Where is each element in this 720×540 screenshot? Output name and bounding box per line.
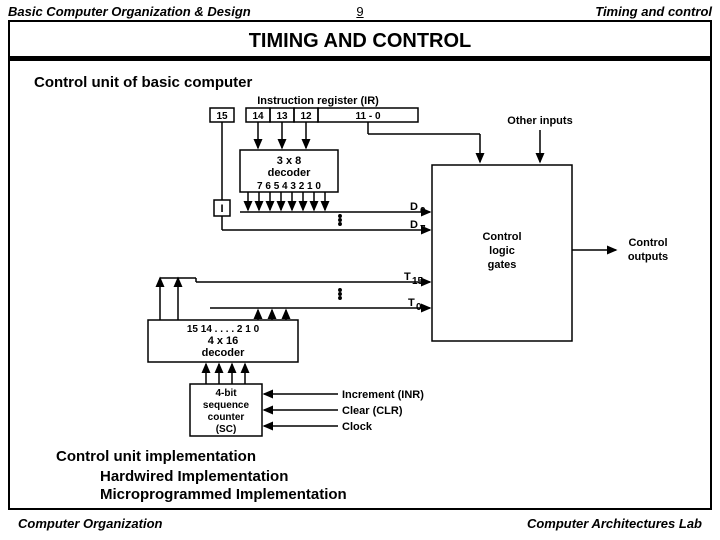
ir-b14: 14 [252, 111, 264, 122]
i-box: I [220, 203, 223, 215]
svg-text:7: 7 [420, 224, 426, 235]
svg-text:T: T [408, 297, 415, 309]
svg-text:gates: gates [488, 259, 517, 271]
svg-text:0: 0 [416, 302, 422, 313]
svg-text:4 x 16: 4 x 16 [208, 335, 239, 347]
ir-label: Instruction register (IR) [257, 95, 379, 107]
svg-text:counter: counter [208, 412, 245, 423]
svg-text:decoder: decoder [202, 347, 246, 359]
diagram-svg: Instruction register (IR) 15 14 13 12 11… [0, 0, 720, 540]
dec38-l2: decoder [268, 167, 312, 179]
svg-text:outputs: outputs [628, 251, 668, 263]
ir-b12: 12 [300, 111, 312, 122]
dec38-bits: 7 6 5 4 3 2 1 0 [257, 181, 321, 192]
sig-clk: Clock [342, 421, 373, 433]
sig-inr: Increment (INR) [342, 389, 424, 401]
other-inputs: Other inputs [507, 115, 572, 127]
svg-text:logic: logic [489, 245, 515, 257]
svg-text:15: 15 [412, 276, 424, 287]
svg-text:D: D [410, 201, 418, 213]
svg-text:T: T [404, 271, 411, 283]
dec38-l1: 3 x 8 [277, 155, 301, 167]
svg-text:Control: Control [482, 231, 521, 243]
ir-b15: 15 [216, 111, 228, 122]
svg-text:D: D [410, 219, 418, 231]
svg-text:sequence: sequence [203, 400, 250, 411]
dec416-bits: 15 14 . . . . 2 1 0 [187, 324, 260, 335]
ir-range: 11 - 0 [355, 111, 380, 122]
sig-clr: Clear (CLR) [342, 405, 403, 417]
svg-text:0: 0 [420, 206, 426, 217]
svg-text:(SC): (SC) [216, 424, 237, 435]
ir-b13: 13 [276, 111, 288, 122]
svg-text:4-bit: 4-bit [215, 388, 237, 399]
svg-text:Control: Control [628, 237, 667, 249]
